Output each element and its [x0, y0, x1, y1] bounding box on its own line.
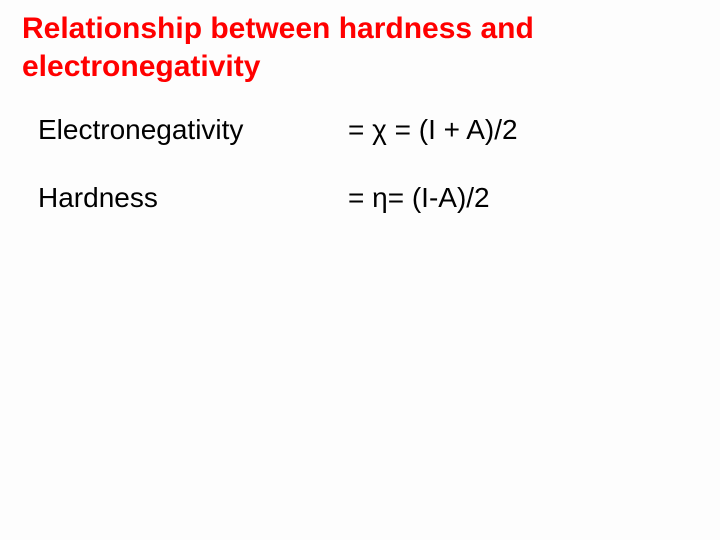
definition-row: Electronegativity = χ = (I + A)/2: [38, 113, 700, 147]
slide: Relationship between hardness and electr…: [0, 0, 720, 540]
slide-title: Relationship between hardness and electr…: [22, 10, 700, 85]
definitions: Electronegativity = χ = (I + A)/2 Hardne…: [38, 113, 700, 214]
definition-label: Hardness: [38, 181, 348, 215]
definition-formula: = χ = (I + A)/2: [348, 113, 700, 147]
definition-row: Hardness = η= (I-A)/2: [38, 181, 700, 215]
definition-label: Electronegativity: [38, 113, 348, 147]
definition-formula: = η= (I-A)/2: [348, 181, 700, 215]
